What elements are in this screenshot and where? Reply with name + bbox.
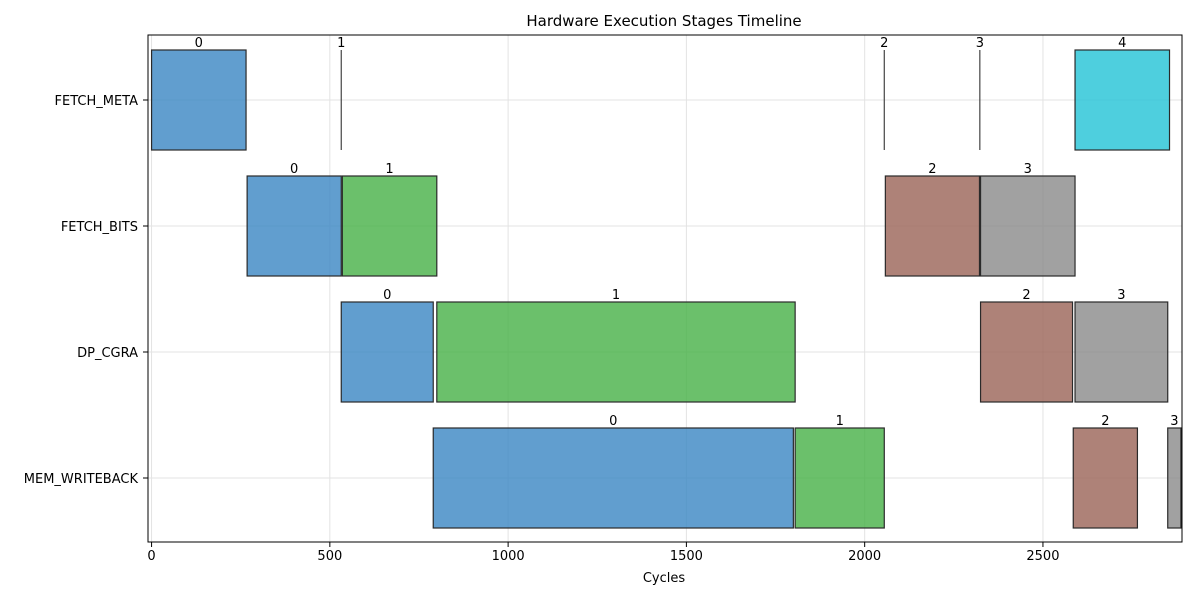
- axis-layer: 0 500 1000 1500 2000 2500FETCH_METAFETCH_BITS…: [24, 94, 1060, 564]
- task-bar-label: 1: [836, 414, 844, 429]
- task-bar-label: 3: [1117, 288, 1125, 303]
- y-tick-label: DP_CGRA: [77, 346, 138, 361]
- plot-frame: [147, 34, 1183, 543]
- y-tick-label: FETCH_META: [55, 94, 139, 109]
- task-bar-label: 3: [1170, 414, 1178, 429]
- task-bar: [341, 175, 438, 277]
- task-bar: [1072, 427, 1139, 529]
- x-tick-label: 0: [147, 549, 155, 564]
- task-bar-label: 0: [383, 288, 391, 303]
- task-bar: [1074, 301, 1169, 403]
- x-tick-label: 1000: [492, 549, 525, 564]
- task-bar: [1074, 49, 1171, 151]
- x-tick-label: 1500: [670, 549, 703, 564]
- task-bar: [436, 301, 796, 403]
- task-bar: [432, 427, 794, 529]
- task-bar-label: 4: [1118, 36, 1126, 51]
- task-bar: [246, 175, 342, 277]
- task-bar-label: 1: [337, 36, 345, 51]
- x-tick-label: 2000: [848, 549, 881, 564]
- x-tick-label: 2500: [1026, 549, 1059, 564]
- task-bar-label: 3: [1024, 162, 1032, 177]
- task-bar-label: 2: [1022, 288, 1030, 303]
- task-bar-label: 2: [880, 36, 888, 51]
- task-bar: [340, 301, 434, 403]
- task-bar: [979, 175, 1076, 277]
- task-bar-label: 0: [609, 414, 617, 429]
- task-bar-label: 2: [1101, 414, 1109, 429]
- task-bar: [150, 49, 247, 151]
- task-bar-label: 1: [612, 288, 620, 303]
- task-bar-label: 1: [385, 162, 393, 177]
- x-axis-label: Cycles: [643, 571, 686, 586]
- task-bar-label: 3: [976, 36, 984, 51]
- task-bar-label: 2: [928, 162, 936, 177]
- task-bar: [1167, 427, 1182, 529]
- task-bar: [794, 427, 885, 529]
- bars-layer: 0 1 2 3 4 0 1 2 3 0 1 2 3 0 1 2 3: [150, 36, 1182, 529]
- task-bar-label: 0: [195, 36, 203, 51]
- y-tick-label: MEM_WRITEBACK: [24, 472, 139, 487]
- task-bar: [979, 301, 1074, 403]
- x-tick-label: 500: [317, 549, 342, 564]
- task-bar-label: 0: [290, 162, 298, 177]
- task-bar: [884, 175, 981, 277]
- chart-title: Hardware Execution Stages Timeline: [526, 12, 801, 30]
- y-tick-label: FETCH_BITS: [61, 220, 138, 235]
